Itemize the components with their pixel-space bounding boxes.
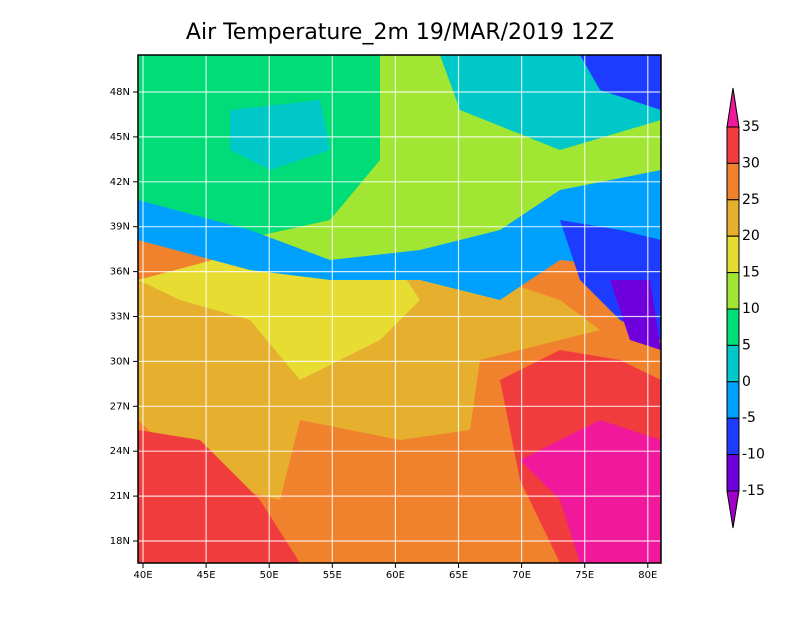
colorbar-label: 20 xyxy=(742,228,760,244)
colorbar-segment xyxy=(726,454,740,492)
colorbar-label: -15 xyxy=(742,483,765,499)
lon-label: 55E xyxy=(323,570,342,581)
colorbar-segment xyxy=(726,235,740,274)
colorbar-segment xyxy=(726,199,740,237)
lon-label: 75E xyxy=(575,570,594,581)
temperature-field xyxy=(138,55,661,563)
lat-label: 18N xyxy=(110,536,130,547)
colorbar-label: 35 xyxy=(742,119,760,135)
lon-label: 70E xyxy=(512,570,531,581)
colorbar-label: 15 xyxy=(742,265,760,281)
lat-label: 36N xyxy=(110,267,130,278)
map-title: Air Temperature_2m 19/MAR/2019 12Z xyxy=(186,20,614,45)
colorbar: 35 30 25 20 15 10 5 0 -5 -10 -15 xyxy=(726,87,765,529)
colorbar-label: 30 xyxy=(742,155,760,171)
colorbar-label: 10 xyxy=(742,301,760,317)
colorbar-triangle xyxy=(726,87,740,128)
lon-label: 80E xyxy=(638,570,657,581)
colorbar-segment xyxy=(726,381,740,419)
lat-label: 30N xyxy=(110,356,130,367)
graticule: 40E 45E 50E 55E 60E 65E 70E 75E 80E 48N 45N 42N 39N 3… xyxy=(110,55,661,581)
colorbar-label: -10 xyxy=(742,447,765,463)
colorbar-label: 25 xyxy=(742,192,760,208)
lon-label: 40E xyxy=(133,570,152,581)
colorbar-segment xyxy=(726,162,740,201)
lon-label: 65E xyxy=(449,570,468,581)
lat-label: 42N xyxy=(110,177,130,188)
colorbar-segment xyxy=(726,417,740,456)
colorbar-segment xyxy=(726,308,740,346)
lat-label: 39N xyxy=(110,222,130,233)
lat-label: 27N xyxy=(110,401,130,412)
colorbar-label: 5 xyxy=(742,337,751,353)
colorbar-segment xyxy=(726,126,740,164)
lon-label: 60E xyxy=(386,570,405,581)
map-frame xyxy=(137,54,662,564)
lat-label: 24N xyxy=(110,446,130,457)
colorbar-segment xyxy=(726,272,740,310)
lat-label: 45N xyxy=(110,132,130,143)
lon-label: 45E xyxy=(197,570,216,581)
colorbar-segment xyxy=(726,344,740,383)
colorbar-triangle xyxy=(726,490,740,529)
lon-label: 50E xyxy=(260,570,279,581)
lat-label: 21N xyxy=(110,491,130,502)
lat-label: 48N xyxy=(110,87,130,98)
colorbar-label: 0 xyxy=(742,374,751,390)
lat-label: 33N xyxy=(110,312,130,323)
colorbar-label: -5 xyxy=(742,410,756,426)
